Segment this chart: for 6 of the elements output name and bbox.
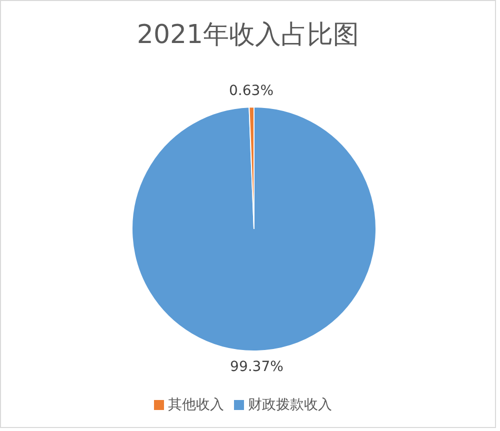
data-label: 0.63% — [229, 83, 274, 100]
pie-slice — [132, 106, 376, 352]
data-label: 99.37% — [230, 358, 284, 375]
legend-label: 财政拨款收入 — [248, 397, 332, 413]
legend-label: 其他收入 — [168, 397, 224, 413]
chart-title: 2021年收入占比图 — [136, 19, 360, 52]
